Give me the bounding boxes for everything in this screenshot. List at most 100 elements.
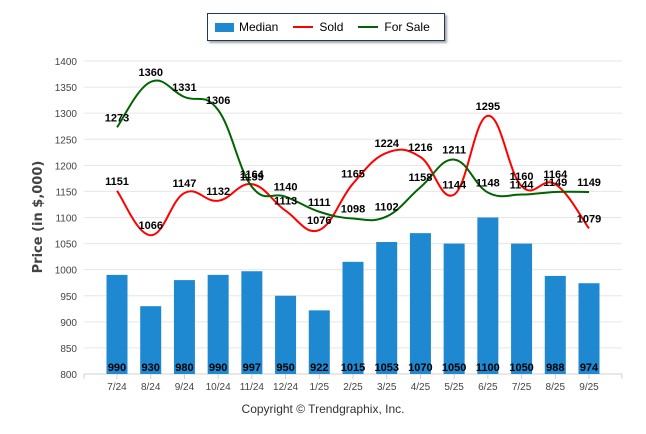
point-label-sold: 1144	[442, 180, 467, 192]
bar-value-label: 1070	[408, 362, 432, 374]
point-label-for-sale: 1140	[274, 182, 298, 194]
y-tick-label: 1000	[55, 266, 78, 277]
point-label-sold: 1079	[577, 213, 601, 225]
bar-median	[578, 283, 600, 374]
bars	[106, 217, 600, 374]
bar-median	[342, 261, 364, 374]
line-sold	[116, 114, 590, 237]
point-label-sold: 1147	[172, 178, 196, 190]
legend-item-for-sale[interactable]: For Sale	[352, 20, 430, 34]
point-label-for-sale: 1159	[240, 172, 264, 184]
point-label-sold: 1076	[307, 215, 331, 227]
bar-value-label: 974	[580, 362, 599, 374]
point-label-sold: 1066	[138, 220, 162, 232]
point-label-sold: 1113	[274, 196, 297, 208]
x-tick-label: 8/25	[546, 382, 566, 393]
x-tick-label: 3/25	[377, 382, 397, 393]
bar-value-label: 1050	[442, 362, 466, 374]
line-for-sale	[116, 79, 590, 222]
point-label-for-sale: 1111	[308, 197, 331, 209]
x-tick-label: 7/25	[512, 382, 532, 393]
bar-median	[511, 243, 533, 374]
bar-value-label: 950	[276, 362, 294, 374]
point-label-for-sale: 1360	[138, 67, 162, 79]
point-label-for-sale: 1102	[375, 201, 399, 213]
bar-median	[207, 274, 229, 374]
y-tick-label: 900	[60, 318, 77, 329]
bar-value-label: 1100	[476, 362, 500, 374]
bar-median	[409, 233, 431, 374]
point-label-for-sale: 1158	[408, 172, 432, 184]
lines	[116, 79, 590, 237]
bar-value-label: 988	[546, 362, 564, 374]
x-tick-label: 1/25	[310, 382, 330, 393]
point-label-for-sale: 1149	[577, 177, 601, 189]
legend-item-median[interactable]: Median	[215, 20, 278, 34]
bar-median	[443, 243, 465, 374]
bar-median	[241, 271, 263, 374]
bar-median	[275, 295, 297, 374]
x-tick-label: 7/24	[107, 382, 127, 393]
x-tick-label: 8/24	[141, 382, 161, 393]
y-tick-label: 850	[60, 344, 77, 355]
y-tick-label: 1400	[55, 57, 78, 68]
x-tick-label: 6/25	[478, 382, 498, 393]
legend-swatch-for-sale	[358, 26, 379, 28]
bar-value-label: 1050	[509, 362, 533, 374]
copyright-text: Copyright © Trendgraphix, Inc.	[241, 402, 405, 416]
x-tick-label: 12/24	[273, 382, 298, 393]
point-label-sold: 1164	[240, 169, 265, 181]
point-label-for-sale: 1331	[172, 82, 196, 94]
bar-value-label: 1053	[374, 362, 398, 374]
legend-swatch-median	[215, 22, 234, 32]
y-tick-label: 800	[60, 370, 77, 381]
data-labels: 990 930 980 990 997 950 922 1015 1053 1070 1050 110…	[105, 67, 601, 374]
point-label-for-sale: 1273	[105, 112, 129, 124]
legend-label-median: Median	[239, 20, 279, 34]
bar-value-label: 1015	[341, 362, 365, 374]
bar-value-label: 997	[243, 362, 261, 374]
y-tick-label: 1050	[55, 240, 78, 251]
bar-value-label: 930	[142, 362, 160, 374]
y-tick-label: 950	[60, 292, 77, 303]
bar-value-label: 990	[209, 362, 227, 374]
x-tick-label: 2/25	[343, 382, 363, 393]
legend-swatch-sold	[293, 26, 314, 28]
y-tick-label: 1150	[55, 187, 77, 198]
point-label-for-sale: 1148	[476, 177, 500, 189]
point-label-sold: 1224	[374, 138, 399, 150]
point-label-for-sale: 1306	[206, 95, 230, 107]
bar-median	[376, 242, 398, 374]
point-label-for-sale: 1098	[341, 204, 365, 216]
legend: Median Sold For Sale	[207, 13, 445, 41]
x-tick-label: 11/24	[240, 382, 265, 393]
x-tick-label: 9/25	[579, 382, 599, 393]
bar-median	[544, 275, 566, 374]
y-tick-label: 1350	[55, 83, 78, 94]
bar-median	[308, 310, 330, 374]
bar-value-label: 980	[175, 362, 193, 374]
legend-item-sold[interactable]: Sold	[287, 20, 343, 34]
x-axis: 7/24 8/24 9/24 10/24 11/24 12/24 1/25 2/25 3/25 4…	[83, 373, 623, 393]
bar-median	[140, 306, 162, 374]
legend-label-for-sale: For Sale	[384, 20, 430, 34]
bar-value-label: 922	[310, 362, 328, 374]
point-label-for-sale: 1149	[543, 177, 567, 189]
legend-label-sold: Sold	[319, 20, 344, 34]
bar-value-label: 990	[108, 362, 126, 374]
bar-median	[173, 280, 195, 374]
y-tick-label: 1250	[55, 135, 78, 146]
point-label-sold: 1132	[206, 186, 230, 198]
point-label-for-sale: 1211	[442, 145, 466, 157]
point-label-sold: 1216	[408, 142, 432, 154]
x-tick-label: 5/25	[444, 382, 464, 393]
point-label-sold: 1151	[105, 176, 129, 188]
y-tick-label: 1300	[55, 109, 78, 120]
point-label-sold: 1164	[543, 169, 568, 181]
x-tick-label: 9/24	[175, 382, 195, 393]
bar-median	[106, 274, 128, 374]
y-tick-label: 1200	[55, 161, 78, 172]
x-tick-label: 4/25	[411, 382, 431, 393]
point-label-for-sale: 1144	[510, 180, 535, 192]
point-label-sold: 1160	[510, 171, 534, 183]
